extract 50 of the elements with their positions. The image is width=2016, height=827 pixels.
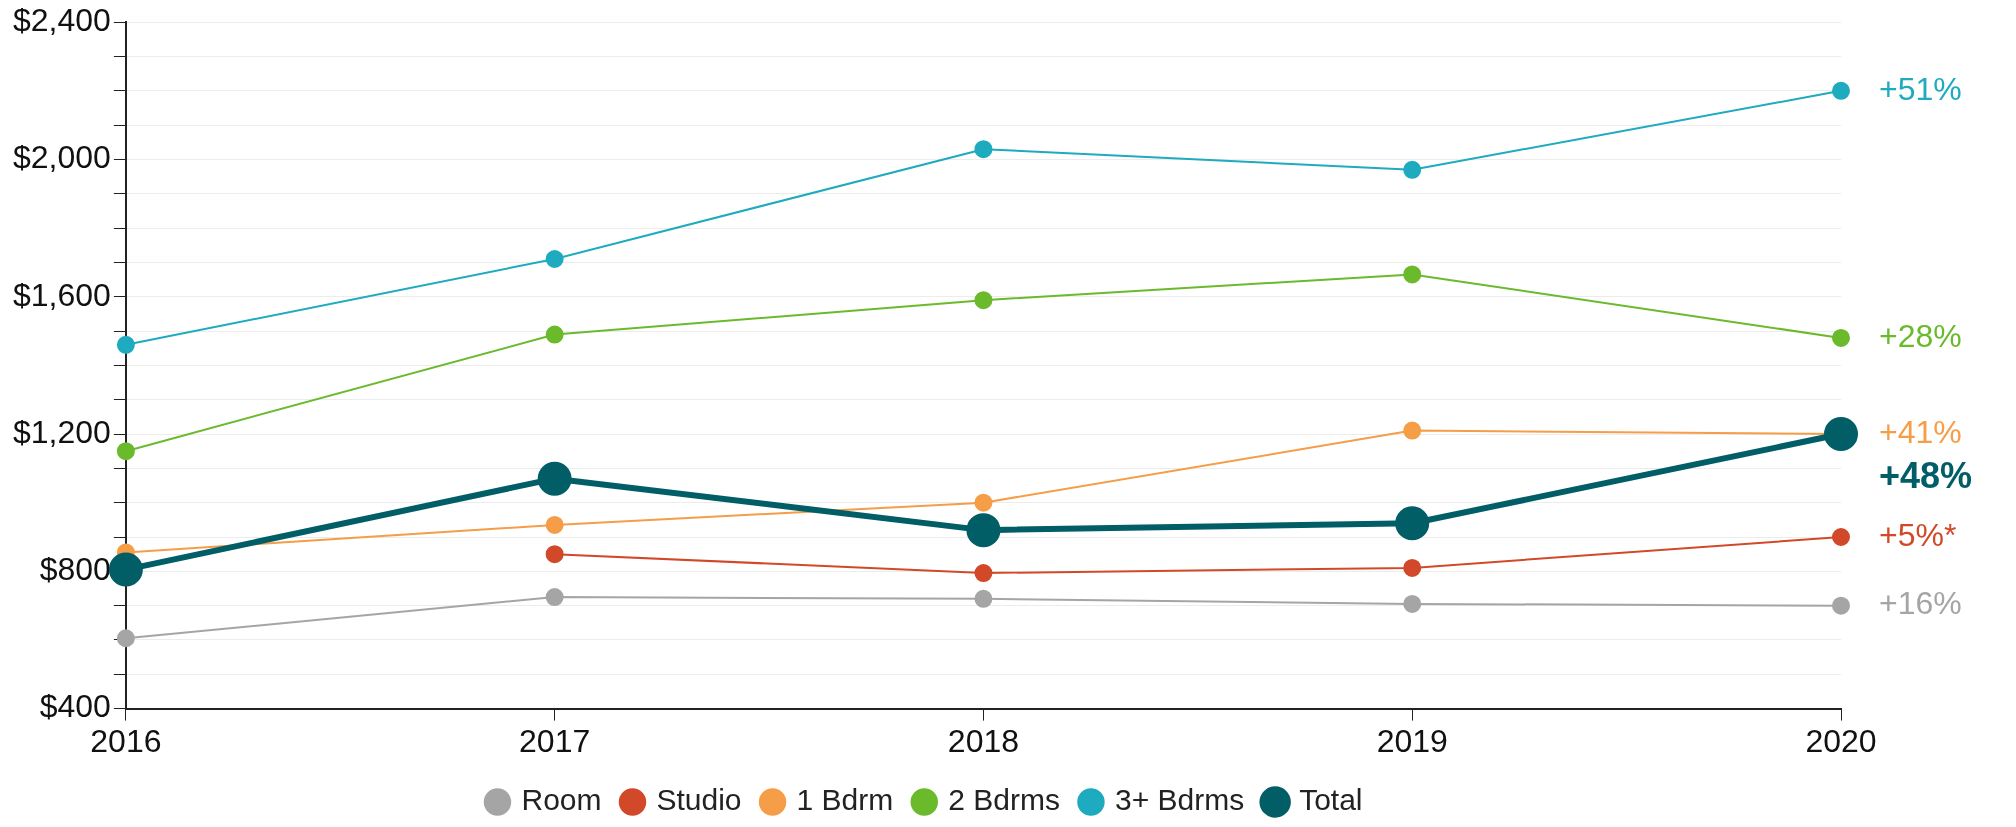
x-tick-label: 2020 — [1805, 722, 1877, 759]
point — [1403, 421, 1422, 440]
point — [966, 513, 1001, 548]
legend-label: Room — [521, 783, 602, 817]
legend-label: 3+ Bdrms — [1114, 783, 1245, 817]
point — [1832, 328, 1850, 347]
point — [108, 552, 143, 587]
text: +41% — [1879, 413, 1962, 450]
text: +16% — [1879, 585, 1962, 622]
point — [974, 493, 993, 512]
point — [974, 564, 993, 583]
point — [116, 442, 135, 461]
point — [974, 140, 993, 159]
y-tick-label: $2,400 — [13, 2, 111, 39]
y-tick-label: $1,200 — [13, 413, 111, 450]
point — [537, 461, 572, 496]
point — [545, 515, 564, 534]
point — [1832, 81, 1850, 100]
text: +48% — [1879, 454, 1973, 496]
y-tick-label: $2,000 — [13, 139, 111, 176]
x-tick-label: 2017 — [519, 722, 591, 759]
point — [1832, 528, 1850, 546]
point — [1403, 265, 1422, 284]
x-tick-label: 2016 — [90, 722, 162, 759]
point — [1403, 160, 1422, 179]
legend-label: Total — [1299, 783, 1363, 817]
point — [974, 291, 993, 310]
point — [974, 589, 993, 608]
legend-label: Studio — [656, 783, 742, 817]
point — [1824, 417, 1858, 452]
point — [1832, 596, 1850, 615]
point — [1395, 506, 1430, 541]
y-tick-label: $800 — [39, 551, 111, 588]
point — [116, 335, 135, 354]
y-tick-label: $1,600 — [13, 276, 111, 313]
point — [1403, 558, 1422, 577]
point — [545, 250, 564, 269]
point — [1403, 594, 1422, 613]
x-tick-label: 2019 — [1376, 722, 1448, 759]
point — [545, 545, 564, 564]
point — [545, 325, 564, 344]
legend-label: 1 Bdrm — [796, 783, 894, 817]
text: +51% — [1879, 70, 1962, 107]
text: +5%* — [1879, 516, 1957, 553]
point — [116, 629, 135, 648]
x-tick-label: 2018 — [947, 722, 1020, 759]
point — [545, 588, 564, 607]
legend-label: 2 Bdrms — [948, 783, 1060, 817]
text: +28% — [1879, 317, 1962, 354]
y-tick-label: $400 — [39, 688, 111, 725]
